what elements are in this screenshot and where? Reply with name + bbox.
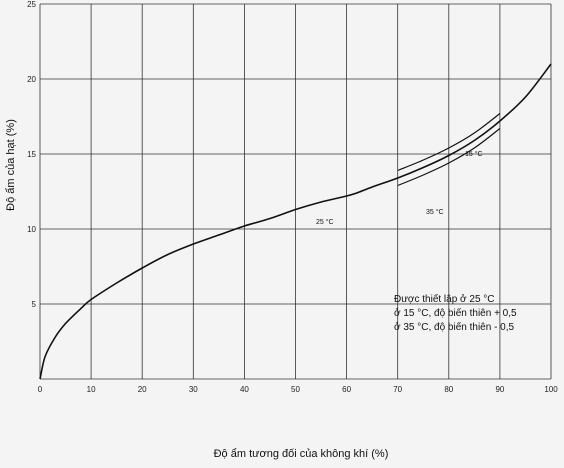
x-tick-label: 20 [138,385,147,394]
y-tick-label: 15 [27,150,36,159]
x-tick-label: 60 [342,385,351,394]
y-tick-label: 10 [27,225,36,234]
x-axis-ticks: 0 10 20 30 40 50 60 70 80 90 100 [38,385,558,394]
x-tick-label: 40 [240,385,249,394]
x-tick-label: 30 [189,385,198,394]
x-axis-label: Độ ẩm tương đối của không khí (%) [214,448,389,460]
annotation-15c: 15 °C [465,150,483,158]
x-tick-label: 0 [38,385,43,394]
chart-grid [39,3,552,380]
y-tick-label: 20 [27,75,36,84]
y-tick-label: 25 [27,0,36,9]
x-tick-label: 100 [544,385,558,394]
series-line-15c [397,113,501,172]
y-axis-label: Độ ẩm của hạt (%) [5,119,17,211]
x-tick-label: 50 [291,385,300,394]
note-line-3: ở 35 °C, độ biến thiên - 0,5 [394,321,515,333]
x-tick-label: 70 [393,385,402,394]
note-line-1: Được thiết lập ở 25 °C [394,293,495,305]
annotation-35c: 35 °C [426,208,444,216]
x-tick-label: 90 [495,385,504,394]
annotation-25c: 25 °C [316,218,334,226]
note-line-2: ở 15 °C, độ biến thiên + 0,5 [394,307,517,319]
series-line-25c [39,63,552,380]
y-tick-label: 5 [32,300,37,309]
x-tick-label: 80 [444,385,453,394]
x-tick-label: 10 [87,385,96,394]
series-line-35c [397,128,501,187]
y-axis-ticks: 5 10 15 20 25 [27,0,36,309]
